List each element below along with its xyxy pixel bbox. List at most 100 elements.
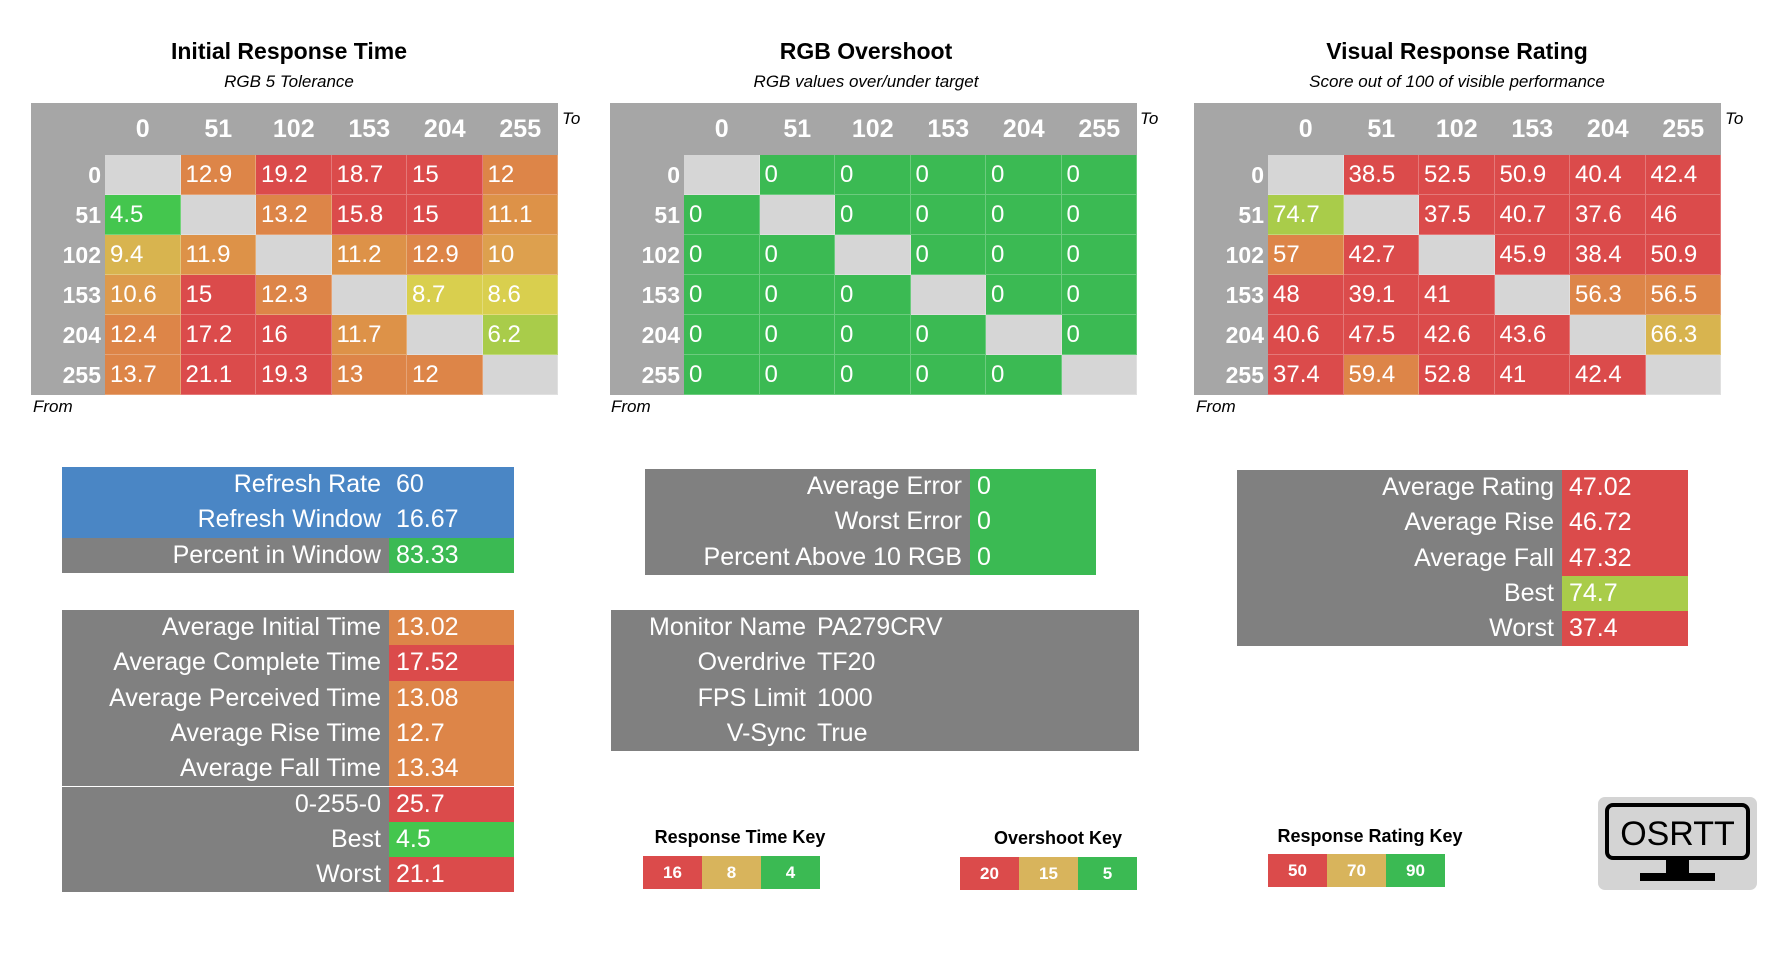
- stat-label: Monitor Name: [611, 610, 814, 646]
- heatmap-cell: 0: [759, 275, 835, 315]
- heatmap-cell: 0: [1061, 155, 1137, 195]
- col-header: 153: [927, 115, 970, 143]
- heatmap-cell: 0: [1061, 235, 1137, 275]
- heatmap-cell-empty: [910, 275, 986, 315]
- heatmap-cell: 11.7: [331, 315, 407, 355]
- heatmap-cell: 18.7: [331, 155, 407, 195]
- stat-label: Average Initial Time: [62, 610, 389, 646]
- heatmap-cell: 0: [910, 155, 986, 195]
- heatmap-cell: 12.9: [180, 155, 256, 195]
- heatmap-cell: 50.9: [1494, 155, 1570, 195]
- heatmap-cell: 50.9: [1645, 235, 1721, 275]
- heatmap-cell-empty: [1268, 155, 1344, 195]
- heatmap-cell: 15: [407, 195, 483, 235]
- stat-label: Overdrive: [611, 645, 814, 681]
- stat-row: V-Sync True: [611, 715, 1139, 752]
- stat-label: FPS Limit: [611, 680, 814, 716]
- heatmap-cell: 66.3: [1645, 315, 1721, 355]
- to-label: To: [1140, 109, 1159, 128]
- heatmap-cell: 0: [986, 275, 1062, 315]
- col-header: 153: [348, 115, 391, 143]
- stat-row: Average Perceived Time 13.08: [62, 680, 514, 716]
- stat-label: Average Fall Time: [62, 751, 389, 787]
- heatmap-cell-empty: [986, 315, 1062, 355]
- row-header: 0: [88, 162, 101, 188]
- heatmap-cell: 0: [684, 235, 760, 275]
- key-response-time: 16 8 4: [643, 856, 820, 889]
- col-header: 51: [783, 115, 812, 143]
- stat-label: Average Rise: [1237, 505, 1562, 541]
- stat-row: Refresh Rate 60: [62, 467, 514, 503]
- heatmap-cell: 41: [1494, 355, 1570, 395]
- stat-row: Refresh Window 16.67: [62, 502, 514, 538]
- row-header: 102: [62, 242, 101, 268]
- col-header: 51: [1367, 115, 1396, 143]
- heatmap-cell: 0: [835, 155, 911, 195]
- col-header: 255: [499, 115, 542, 143]
- heatmap-cell-empty: [256, 235, 332, 275]
- row-header: 102: [641, 242, 680, 268]
- logo-text: OSRTT: [1620, 815, 1735, 853]
- stat-label: V-Sync: [611, 715, 814, 752]
- key-title-rating: Response Rating Key: [1277, 826, 1463, 846]
- heatmap-cell: 15: [180, 275, 256, 315]
- heatmap-cell: 57: [1268, 235, 1344, 275]
- heatmap-cell: 21.1: [180, 355, 256, 395]
- heatmap-cell: 8.6: [482, 275, 558, 315]
- stat-row: Average Fall Time 13.34: [62, 751, 514, 787]
- heatmap-cell: 11.1: [482, 195, 558, 235]
- chart-subtitle-rating: Score out of 100 of visible performance: [1309, 72, 1605, 91]
- heatmap-cell: 11.9: [180, 235, 256, 275]
- stat-row: Worst 21.1: [62, 857, 514, 893]
- key-swatch: 8: [702, 856, 761, 889]
- stat-label: Refresh Window: [62, 502, 389, 538]
- heatmap-cell: 0: [684, 275, 760, 315]
- col-header: 204: [1002, 115, 1045, 143]
- stat-row: Average Rise Time 12.7: [62, 715, 514, 752]
- row-header: 153: [62, 282, 101, 308]
- heatmap-cell: 40.4: [1570, 155, 1646, 195]
- heatmap-cell: 9.4: [105, 235, 181, 275]
- col-header: 102: [851, 115, 894, 143]
- key-swatch: 20: [960, 857, 1019, 890]
- col-header: 255: [1662, 115, 1705, 143]
- key-swatch: 70: [1327, 854, 1386, 887]
- heatmap-cell: 8.7: [407, 275, 483, 315]
- stat-value: 4.5: [389, 821, 514, 858]
- heatmap-cell: 40.7: [1494, 195, 1570, 235]
- heatmap-cell: 38.4: [1570, 235, 1646, 275]
- heatmap-visual-rating: 0 51 102 153 204 255 0 38.5 52.5 50.9 40.4 42.4 51 74…: [1194, 103, 1721, 395]
- row-header: 204: [641, 322, 680, 348]
- stat-label: Percent Above 10 RGB: [645, 539, 970, 575]
- stat-row: FPS Limit 1000: [611, 680, 1139, 716]
- stat-row: Percent Above 10 RGB 0: [645, 539, 1096, 575]
- heatmap-cell: 52.5: [1419, 155, 1495, 195]
- heatmap-cell-empty: [105, 155, 181, 195]
- heatmap-cell: 0: [910, 235, 986, 275]
- stat-value: 47.32: [1562, 540, 1688, 576]
- heatmap-cell: 45.9: [1494, 235, 1570, 275]
- stat-value: 0: [970, 504, 1096, 540]
- heatmap-rgb-overshoot: 0 51 102 153 204 255 0 0 0 0 0 0 51 0 0 0 0 0 102 0 0 0 0 0 153 0…: [610, 103, 1137, 395]
- stat-value: 0: [970, 469, 1096, 505]
- heatmap-cell: 10: [482, 235, 558, 275]
- col-header: 204: [1586, 115, 1629, 143]
- heatmap-cell: 37.5: [1419, 195, 1495, 235]
- col-header: 0: [714, 115, 729, 143]
- heatmap-cell: 43.6: [1494, 315, 1570, 355]
- heatmap-cell: 56.5: [1645, 275, 1721, 315]
- stat-row: Average Complete Time 17.52: [62, 645, 514, 681]
- stat-value: 16.67: [389, 502, 514, 538]
- col-header: 102: [1435, 115, 1478, 143]
- heatmap-cell: 37.4: [1268, 355, 1344, 395]
- row-header: 51: [654, 202, 680, 228]
- stat-value: 47.02: [1562, 470, 1688, 506]
- heatmap-cell-empty: [331, 275, 407, 315]
- row-header: 0: [667, 162, 680, 188]
- row-header: 153: [641, 282, 680, 308]
- heatmap-cell: 0: [759, 355, 835, 395]
- key-overshoot: 20 15 5: [960, 857, 1137, 890]
- heatmap-cell: 0: [1061, 275, 1137, 315]
- stat-row: Average Fall 47.32: [1237, 540, 1688, 576]
- heatmap-cell: 41: [1419, 275, 1495, 315]
